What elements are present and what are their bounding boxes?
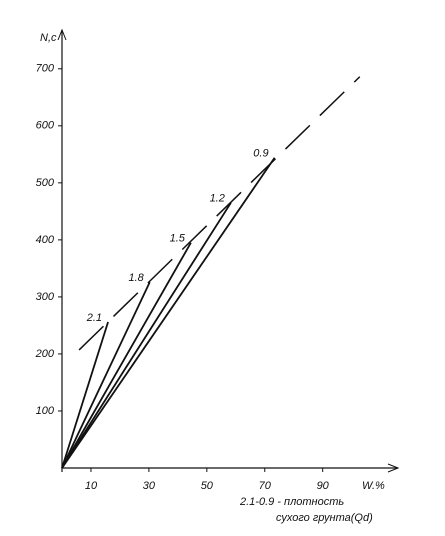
y-tick-label: 700 bbox=[36, 63, 55, 75]
y-tick-label: 200 bbox=[35, 348, 55, 360]
series-label: 2.1 bbox=[86, 312, 102, 324]
caption: сухого грунта(Qd) bbox=[276, 512, 373, 524]
series-line bbox=[61, 281, 151, 469]
series-line bbox=[61, 157, 276, 469]
series-line bbox=[61, 321, 109, 469]
envelope-line bbox=[78, 76, 361, 351]
x-tick-label: 70 bbox=[259, 480, 272, 492]
y-tick-label: 300 bbox=[36, 291, 55, 303]
x-axis-label: W.% bbox=[362, 480, 385, 492]
x-tick-label: 50 bbox=[201, 480, 214, 492]
y-tick-label: 400 bbox=[36, 234, 55, 246]
y-tick-label: 100 bbox=[36, 405, 55, 417]
series-label: 1.2 bbox=[210, 193, 225, 205]
series-line bbox=[61, 242, 192, 469]
x-tick-label: 90 bbox=[317, 480, 330, 492]
series-label: 0.9 bbox=[253, 148, 268, 160]
caption: 2.1-0.9 - плотность bbox=[239, 496, 344, 508]
y-tick-label: 600 bbox=[36, 120, 55, 132]
x-tick-label: 30 bbox=[143, 480, 156, 492]
x-tick-label: 10 bbox=[85, 480, 98, 492]
y-tick-label: 500 bbox=[36, 177, 55, 189]
x-axis-arrow bbox=[387, 463, 400, 473]
series-line bbox=[61, 202, 232, 469]
y-axis-arrow bbox=[57, 28, 67, 41]
y-axis-label: N,c bbox=[40, 32, 57, 44]
series-label: 1.8 bbox=[128, 272, 144, 284]
series-label: 1.5 bbox=[170, 233, 186, 245]
